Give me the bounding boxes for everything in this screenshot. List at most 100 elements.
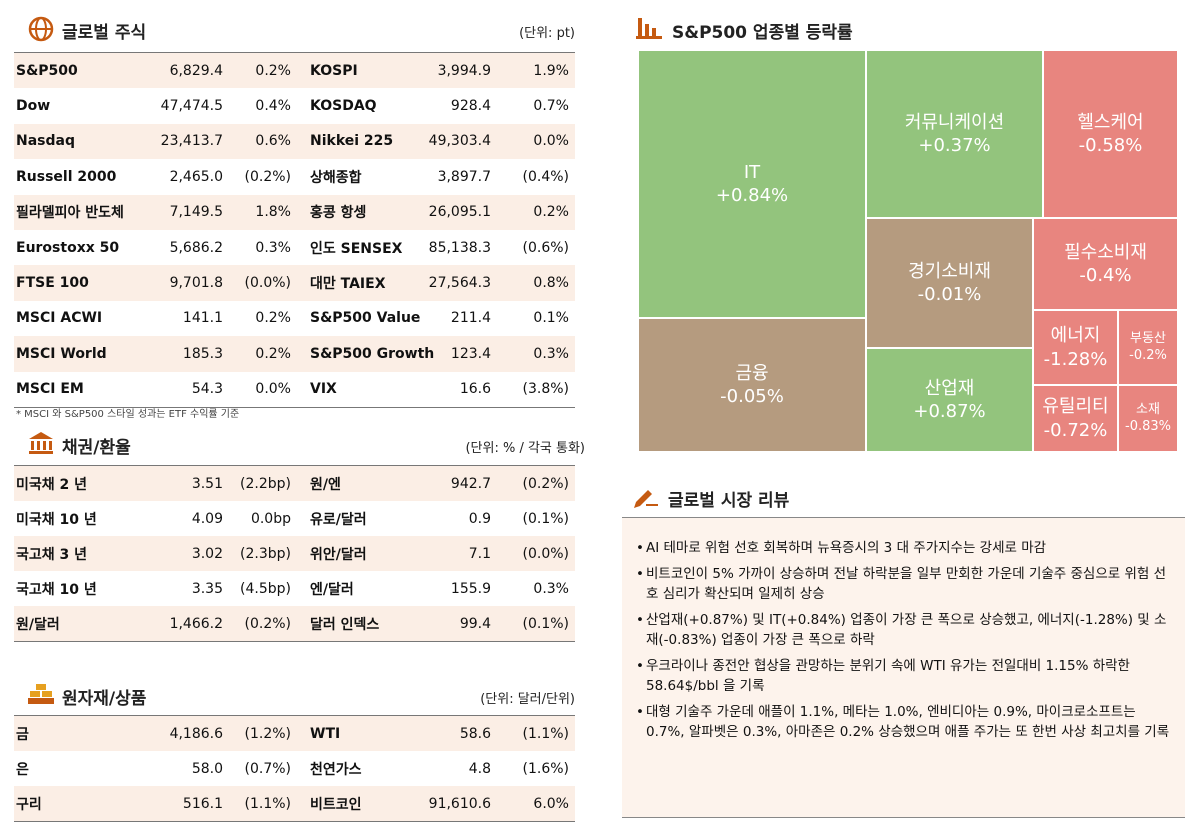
cell-value: 0.2% bbox=[255, 310, 291, 327]
cell-value: 516.1 bbox=[182, 795, 223, 812]
cell-value: 5,686.2 bbox=[169, 239, 223, 256]
row-label: 국고채 10 년 bbox=[16, 581, 97, 598]
table-row: Russell 2000 2,465.0 (0.2%) 상해종합 3,897.7 (0.4… bbox=[14, 159, 575, 194]
cell-value: 123.4 bbox=[450, 345, 491, 362]
cell-value: 0.3% bbox=[533, 345, 569, 362]
cell-value: 185.3 bbox=[182, 345, 223, 362]
cell-value: 7.1 bbox=[468, 545, 491, 562]
cell-value: 6,829.4 bbox=[169, 62, 223, 79]
cell-value: (1.6%) bbox=[522, 760, 570, 777]
cell-value: 47,474.5 bbox=[160, 98, 223, 115]
sector-name: 부동산 bbox=[1130, 330, 1166, 346]
treemap-cell: 커뮤니케이션 +0.37% bbox=[866, 50, 1043, 218]
cell-value: 6.0% bbox=[533, 795, 569, 812]
table-row: Eurostoxx 50 5,686.2 0.3% 인도 SENSEX 85,138.3… bbox=[14, 230, 575, 265]
row-label: 금 bbox=[16, 726, 29, 743]
cell-value: 0.9 bbox=[468, 510, 491, 527]
sector-change: -1.28% bbox=[1043, 348, 1108, 370]
treemap-cell: 산업재 +0.87% bbox=[866, 348, 1033, 452]
table-row: 국고채 3 년 3.02 (2.3bp) 위안/달러 7.1 (0.0%) bbox=[14, 536, 575, 571]
row-label: MSCI World bbox=[16, 345, 107, 362]
treemap-cell: 에너지 -1.28% bbox=[1033, 310, 1118, 385]
sector-name: 산업재 bbox=[924, 377, 975, 399]
row-label: 필라델피아 반도체 bbox=[16, 205, 124, 222]
table: S&P500 6,829.4 0.2% KOSPI 3,994.9 1.9% Dow 47,4… bbox=[14, 52, 575, 408]
section-title: 글로벌 시장 리뷰 bbox=[668, 491, 790, 511]
table-row: MSCI EM 54.3 0.0% VIX 16.6 (3.8%) bbox=[14, 372, 575, 407]
cell-value: (0.4%) bbox=[522, 168, 570, 185]
cell-value: 0.1% bbox=[533, 310, 569, 327]
table-row: 국고채 10 년 3.35 (4.5bp) 엔/달러 155.9 0.3% bbox=[14, 571, 575, 606]
cell-value: (0.7%) bbox=[244, 760, 292, 777]
cell-value: (0.2%) bbox=[522, 475, 570, 492]
cell-value: 4.09 bbox=[191, 510, 223, 527]
bullet: 산업재(+0.87%) 및 IT(+0.84%) 업종이 가장 큰 폭으로 상승… bbox=[646, 610, 1171, 650]
table-row: S&P500 6,829.4 0.2% KOSPI 3,994.9 1.9% bbox=[14, 53, 575, 89]
cell-value: 3.02 bbox=[191, 545, 223, 562]
table-row: MSCI ACWI 141.1 0.2% S&P500 Value 211.4 0.1% bbox=[14, 301, 575, 336]
table: 금 4,186.6 (1.2%) WTI 58.6 (1.1%) 은 58.0 (0.7%) 천연… bbox=[14, 715, 575, 822]
cell-value: 4.8 bbox=[468, 760, 491, 777]
row-label: KOSPI bbox=[310, 62, 358, 79]
cell-value: (0.1%) bbox=[522, 615, 570, 632]
row-label: 엔/달러 bbox=[310, 581, 354, 598]
cell-value: 0.2% bbox=[255, 62, 291, 79]
row-label: Eurostoxx 50 bbox=[16, 239, 120, 256]
cell-value: 0.2% bbox=[533, 204, 569, 221]
sector-change: -0.2% bbox=[1129, 347, 1167, 363]
table-row: 은 58.0 (0.7%) 천연가스 4.8 (1.6%) bbox=[14, 751, 575, 786]
row-label: 원/달러 bbox=[16, 616, 60, 633]
cell-value: 141.1 bbox=[182, 310, 223, 327]
cell-value: 26,095.1 bbox=[428, 204, 491, 221]
bar-icon bbox=[636, 18, 662, 39]
table-row: FTSE 100 9,701.8 (0.0%) 대만 TAIEX 27,564.3 0.8… bbox=[14, 265, 575, 301]
cell-value: 0.3% bbox=[255, 239, 291, 256]
cell-value: 23,413.7 bbox=[160, 133, 223, 150]
cell-value: 3,897.7 bbox=[437, 168, 491, 185]
bullet: 대형 기술주 가운데 애플이 1.1%, 메타는 1.0%, 엔비디아는 0.9… bbox=[646, 702, 1171, 742]
cell-value: (1.2%) bbox=[244, 725, 292, 742]
unit: (단위: 달러/단위) bbox=[480, 692, 575, 707]
unit: (단위: pt) bbox=[519, 26, 575, 41]
cell-value: (0.2%) bbox=[244, 168, 292, 185]
unit: (단위: % / 각국 통화) bbox=[465, 441, 585, 456]
table-row: 원/달러 1,466.2 (0.2%) 달러 인덱스 99.4 (0.1%) bbox=[14, 606, 575, 641]
cell-value: (0.0%) bbox=[522, 545, 570, 562]
sector-change: -0.4% bbox=[1079, 265, 1132, 286]
sector-change: -0.83% bbox=[1125, 418, 1171, 434]
table-row: MSCI World 185.3 0.2% S&P500 Growth 123.4 0.3… bbox=[14, 336, 575, 372]
sector-change: -0.01% bbox=[917, 284, 982, 305]
globe-icon bbox=[28, 16, 54, 42]
sector-name: 유틸리티 bbox=[1042, 396, 1109, 418]
row-label: FTSE 100 bbox=[16, 275, 89, 292]
row-label: 천연가스 bbox=[310, 761, 362, 778]
cell-value: 0.3% bbox=[533, 580, 569, 597]
cell-value: 27,564.3 bbox=[428, 275, 491, 292]
cell-value: 942.7 bbox=[450, 475, 491, 492]
row-label: Nikkei 225 bbox=[310, 133, 394, 150]
cell-value: 4,186.6 bbox=[169, 725, 223, 742]
row-label: 위안/달러 bbox=[310, 546, 367, 563]
cell-value: 16.6 bbox=[459, 381, 491, 398]
cell-value: 0.2% bbox=[255, 345, 291, 362]
table-row: Nasdaq 23,413.7 0.6% Nikkei 225 49,303.4 0.0% bbox=[14, 123, 575, 160]
treemap-cell: IT +0.84% bbox=[638, 50, 866, 318]
row-label: 구리 bbox=[16, 796, 42, 813]
bullet: 비트코인이 5% 가까이 상승하며 전날 하락분을 일부 만회한 가운데 기술주… bbox=[646, 564, 1171, 604]
sector-name: 경기소비재 bbox=[908, 260, 991, 282]
row-label: S&P500 bbox=[16, 62, 78, 79]
row-label: 달러 인덱스 bbox=[310, 616, 380, 633]
sector-change: +0.84% bbox=[715, 185, 789, 206]
sector-name: 필수소비재 bbox=[1064, 241, 1147, 263]
table-row: 구리 516.1 (1.1%) 비트코인 91,610.6 6.0% bbox=[14, 786, 575, 821]
pen-icon bbox=[634, 490, 658, 508]
treemap-cell: 소재 -0.83% bbox=[1118, 385, 1178, 452]
cell-value: 0.7% bbox=[533, 98, 569, 115]
row-label: WTI bbox=[310, 725, 341, 742]
cell-value: 91,610.6 bbox=[428, 795, 491, 812]
row-label: 원/엔 bbox=[310, 476, 341, 493]
cell-value: (4.5bp) bbox=[240, 580, 291, 597]
row-label: 비트코인 bbox=[310, 796, 362, 813]
cell-value: 1.9% bbox=[533, 62, 569, 79]
table-row: 미국채 2 년 3.51 (2.2bp) 원/엔 942.7 (0.2%) bbox=[14, 466, 575, 501]
